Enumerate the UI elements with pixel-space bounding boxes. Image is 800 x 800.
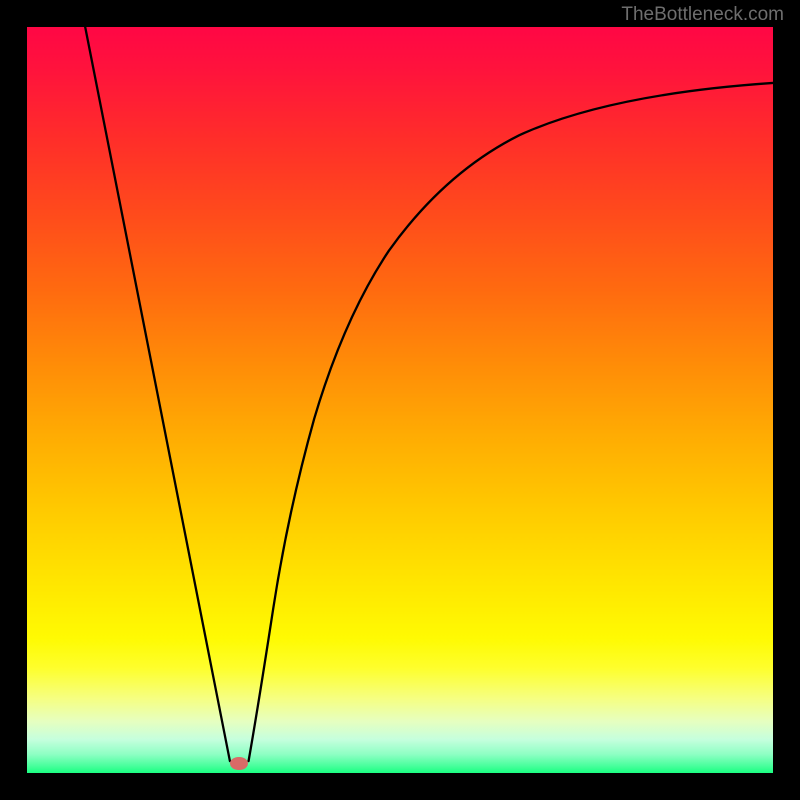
minimum-marker xyxy=(230,757,248,770)
watermark-label: TheBottleneck.com xyxy=(621,4,784,26)
gradient-background xyxy=(27,27,773,773)
chart-frame xyxy=(0,0,800,800)
